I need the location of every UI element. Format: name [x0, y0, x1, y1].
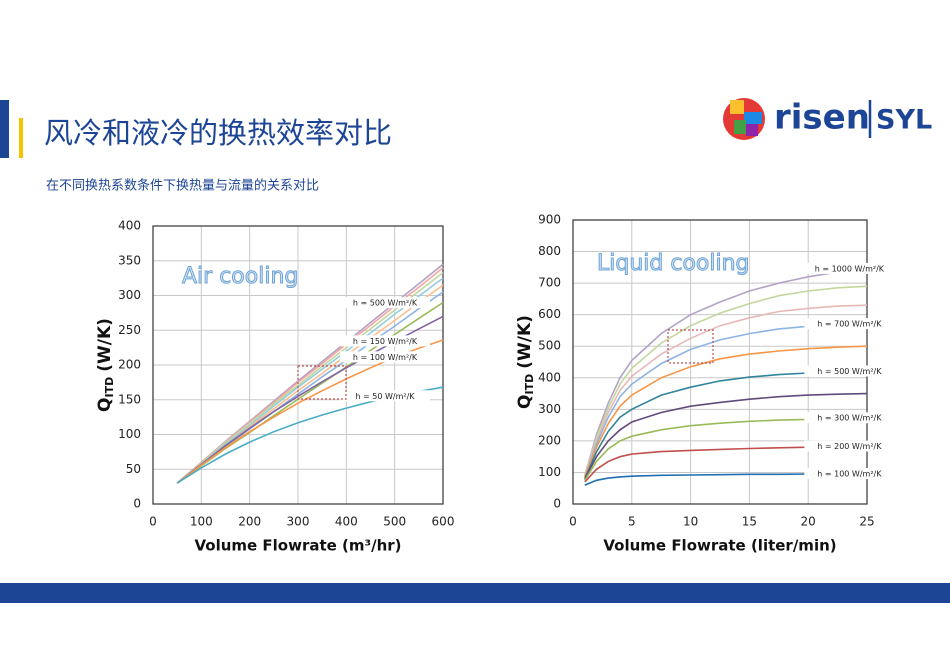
y-tick-label: 300 [538, 402, 561, 416]
y-axis-label-sub: ITD [103, 377, 116, 398]
x-tick-label: 25 [859, 515, 874, 529]
curve-label: h = 1000 W/m²/K [815, 264, 885, 273]
y-axis-label-unit: (W/K) [515, 315, 535, 369]
curve-label-bg [804, 468, 895, 480]
curve-label-bg [340, 390, 430, 402]
x-tick-label: 500 [383, 515, 406, 529]
x-tick-label: 200 [238, 515, 261, 529]
y-tick-label: 150 [118, 392, 141, 406]
logo-icon [734, 120, 746, 134]
series-line [176, 277, 444, 484]
x-axis-label: Volume Flowrate (m³/hr) [194, 537, 401, 555]
y-tick-label: 300 [118, 288, 141, 302]
logo-icon [744, 112, 762, 124]
y-tick-label: 50 [126, 462, 141, 476]
logo-brand: SYL [876, 105, 932, 136]
logo-icon [730, 100, 744, 114]
y-tick-label: 600 [538, 307, 561, 321]
highlight-box [667, 329, 714, 364]
accent-bar [19, 118, 23, 158]
y-tick-label: 100 [118, 427, 141, 441]
y-tick-label: 400 [538, 370, 561, 384]
logo-icon [746, 124, 758, 136]
curve-label-bg [804, 318, 895, 330]
y-tick-label: 800 [538, 244, 561, 258]
x-tick-label: 10 [683, 515, 698, 529]
curve-label-bg [804, 440, 895, 452]
y-tick-label: 0 [553, 497, 561, 511]
curve-label-bg [340, 351, 430, 363]
x-tick-label: 0 [149, 515, 157, 529]
chart-annotation: Air cooling [182, 264, 298, 289]
y-axis-label: QITD (W/K) [515, 315, 536, 409]
y-axis-label-main: Q [515, 394, 535, 408]
x-axis-label: Volume Flowrate (liter/min) [603, 537, 836, 555]
x-tick-label: 400 [335, 515, 358, 529]
y-tick-label: 0 [133, 497, 141, 511]
y-axis-label-main: Q [95, 397, 115, 411]
series-line [584, 268, 868, 476]
x-tick-label: 5 [628, 515, 636, 529]
plot-frame [572, 219, 868, 505]
series-line [584, 285, 868, 476]
highlight-box [297, 365, 347, 400]
page-subtitle: 在不同换热系数条件下换热量与流量的关系对比 [46, 178, 319, 194]
series-line [584, 304, 868, 476]
y-tick-label: 700 [538, 276, 561, 290]
page-title: 风冷和液冷的换热效率对比 [44, 116, 392, 150]
x-tick-label: 600 [432, 515, 455, 529]
y-tick-label: 400 [118, 219, 141, 233]
y-axis-label-sub: ITD [523, 374, 536, 395]
x-tick-label: 100 [190, 515, 213, 529]
curve-label: h = 700 W/m²/K [817, 320, 882, 329]
curve-label: h = 100 W/m²/K [353, 353, 418, 362]
x-tick-label: 0 [569, 515, 577, 529]
y-tick-label: 100 [538, 465, 561, 479]
y-tick-label: 200 [118, 358, 141, 372]
y-tick-label: 200 [538, 433, 561, 447]
curve-label: h = 100 W/m²/K [817, 470, 882, 479]
curve-label: h = 150 W/m²/K [353, 337, 418, 346]
curve-label: h = 300 W/m²/K [817, 414, 882, 423]
y-tick-label: 900 [538, 213, 561, 227]
y-axis-label: QITD (W/K) [95, 318, 116, 412]
x-tick-label: 300 [287, 515, 310, 529]
curve-label-bg [804, 412, 895, 424]
y-tick-label: 250 [118, 323, 141, 337]
curve-label-bg [804, 262, 895, 274]
curve-label: h = 500 W/m²/K [353, 299, 418, 308]
logo-name: risen [774, 98, 870, 138]
footer-band [0, 583, 950, 603]
x-tick-label: 15 [742, 515, 757, 529]
chart-annotation: Liquid cooling [597, 251, 750, 276]
series-line [584, 345, 868, 478]
curve-label-bg [340, 335, 430, 347]
logo: risen SYL [723, 98, 932, 140]
curve-label-bg [804, 365, 895, 377]
curve-label: h = 200 W/m²/K [817, 442, 882, 451]
y-axis-label-unit: (W/K) [95, 318, 115, 372]
series-line [584, 392, 868, 480]
x-tick-label: 20 [801, 515, 816, 529]
y-tick-label: 500 [538, 339, 561, 353]
y-tick-label: 350 [118, 253, 141, 267]
plot-frame [152, 225, 444, 505]
curve-label-bg [340, 297, 430, 309]
curve-label: h = 50 W/m²/K [355, 392, 415, 401]
curve-label: h = 500 W/m²/K [817, 367, 882, 376]
accent-bar [0, 100, 9, 158]
